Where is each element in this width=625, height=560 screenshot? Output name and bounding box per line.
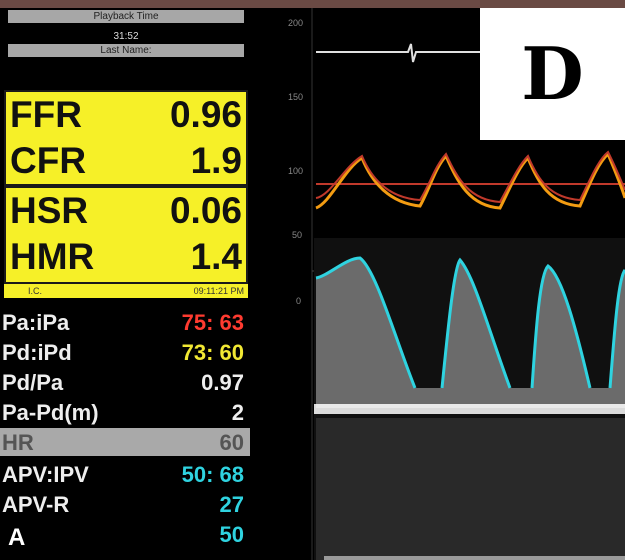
doppler-spectrum — [316, 258, 625, 408]
hsr-label: HSR — [10, 190, 89, 231]
hr-label: HR — [2, 430, 34, 455]
tick-100: 100 — [288, 166, 303, 176]
figure-label: D — [480, 8, 625, 140]
pa-ipa-row: Pa:iPa 75: 63 — [0, 308, 250, 338]
last-value: 50 — [219, 522, 244, 547]
pd-trace — [315, 151, 625, 210]
pa-pd-row: Pa-Pd(m) 2 — [0, 398, 250, 428]
hmr-label: HMR — [10, 236, 95, 277]
pa-pd-label: Pa-Pd(m) — [2, 400, 99, 425]
ic-time: 09:11:21 PM — [193, 286, 244, 296]
hr-value: 60 — [219, 430, 244, 455]
ffr-label: FFR — [10, 94, 82, 135]
pd-pa-label: Pd/Pa — [2, 370, 64, 395]
apv-r-value: 27 — [219, 492, 244, 517]
bottom-scrollbar[interactable] — [324, 556, 625, 560]
cfr-row: CFR 1.9 — [6, 138, 246, 184]
pa-pd-value: 2 — [231, 400, 244, 425]
axis-ticks: 200 150 100 50 0 — [288, 18, 303, 306]
measurement-panel: Playback Time 31:52 Last Name: FFR 0.96 … — [0, 8, 250, 560]
pd-ipd-value: 73: 60 — [181, 340, 244, 365]
ffr-cfr-box: FFR 0.96 CFR 1.9 — [4, 90, 248, 186]
apv-ipv-label: APV:IPV — [2, 462, 89, 487]
tick-50: 50 — [292, 230, 302, 240]
pa-ipa-label: Pa:iPa — [2, 310, 70, 335]
hr-row: HR 60 — [0, 428, 250, 456]
apv-r-label: APV-R — [2, 492, 70, 517]
tick-150: 150 — [288, 92, 303, 102]
apv-ipv-value: 50: 68 — [181, 462, 244, 487]
hsr-value: 0.06 — [169, 190, 242, 231]
doppler-baseline — [314, 404, 625, 414]
hsr-hmr-box: HSR 0.06 HMR 1.4 — [4, 186, 248, 284]
ic-label: I.C. — [28, 286, 43, 296]
top-image-strip — [0, 0, 625, 8]
doppler-envelope — [315, 256, 625, 389]
panel-label: A — [8, 524, 26, 551]
ic-time-bar: I.C. 09:11:21 PM — [4, 284, 248, 298]
doppler-lower-noise — [316, 418, 625, 560]
hsr-row: HSR 0.06 — [6, 188, 246, 234]
ffr-value: 0.96 — [169, 94, 242, 135]
pa-ipa-value: 75: 63 — [181, 310, 244, 335]
hmr-value: 1.4 — [190, 236, 242, 277]
pd-pa-row: Pd/Pa 0.97 — [0, 368, 250, 398]
apv-ipv-row: APV:IPV 50: 68 — [0, 460, 250, 490]
cfr-label: CFR — [10, 140, 87, 181]
last-value-row: 50 — [0, 520, 250, 550]
playback-time-label: Playback Time — [8, 10, 244, 23]
pd-ipd-row: Pd:iPd 73: 60 — [0, 338, 250, 368]
tick-0: 0 — [296, 296, 301, 306]
pd-ipd-label: Pd:iPd — [2, 340, 72, 365]
last-name-label: Last Name: — [8, 44, 244, 57]
playback-time-value: 31:52 — [113, 31, 139, 42]
ffr-row: FFR 0.96 — [6, 92, 246, 138]
pd-pa-value: 0.97 — [201, 370, 244, 395]
apv-r-row: APV-R 27 — [0, 490, 250, 520]
cfr-value: 1.9 — [190, 140, 242, 181]
hmr-row: HMR 1.4 — [6, 234, 246, 280]
tick-200: 200 — [288, 18, 303, 28]
pa-trace — [315, 150, 625, 204]
